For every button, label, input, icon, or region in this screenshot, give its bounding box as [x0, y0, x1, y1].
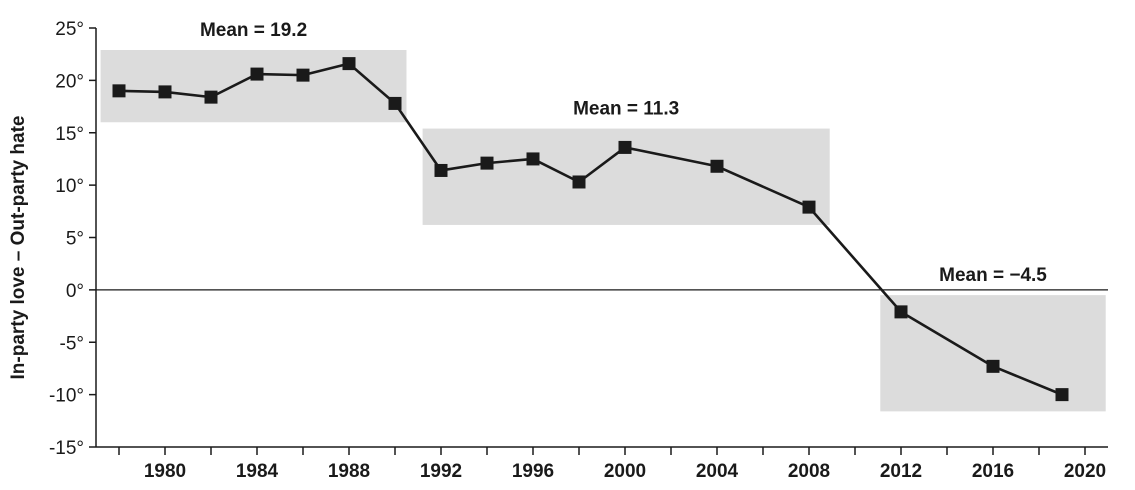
mean-box-1: [100, 49, 407, 123]
data-point: [894, 305, 908, 319]
data-point: [710, 159, 724, 173]
y-tick-label: -5°: [60, 333, 85, 354]
data-point: [250, 67, 264, 81]
y-axis-title: In-party love – Out-party hate: [8, 116, 29, 380]
data-point: [158, 85, 172, 99]
labels: Mean = 19.2 Mean = 11.3 Mean = −4.5 25° 20° 1…: [49, 19, 1106, 482]
data-point: [618, 140, 632, 154]
y-tick-label: 0°: [66, 281, 84, 302]
x-tick-label: 2020: [1064, 461, 1106, 482]
x-tick-label: 1980: [144, 461, 186, 482]
x-tick-label: 2008: [788, 461, 830, 482]
data-point: [204, 90, 218, 104]
y-tick-label: 5°: [66, 229, 84, 250]
data-point: [986, 359, 1000, 373]
mean-label-2: Mean = 11.3: [573, 99, 679, 120]
data-point: [296, 68, 310, 82]
y-tick-label: 25°: [55, 19, 84, 40]
x-tick-label: 1988: [328, 461, 370, 482]
x-tick-label: 1992: [420, 461, 462, 482]
data-point: [802, 200, 816, 214]
x-tick-label: 2012: [880, 461, 922, 482]
x-tick-label: 2016: [972, 461, 1014, 482]
data-point: [480, 156, 494, 170]
x-tick-label: 1984: [236, 461, 279, 482]
data-point: [572, 175, 586, 189]
y-tick-label: 10°: [55, 176, 84, 197]
y-tick-label: 20°: [55, 71, 84, 92]
y-tick-label: 15°: [55, 124, 84, 145]
axes: [89, 27, 1108, 455]
mean-box-3: [880, 295, 1106, 412]
y-tick-label: -10°: [49, 386, 84, 407]
data-point: [112, 84, 126, 98]
x-tick-label: 1996: [512, 461, 554, 482]
x-tick-label: 2000: [604, 461, 646, 482]
data-point: [1055, 388, 1069, 402]
mean-label-1: Mean = 19.2: [200, 20, 307, 41]
y-tick-label: -15°: [49, 438, 84, 459]
data-point: [526, 152, 540, 166]
series-layer: [112, 57, 1069, 402]
x-tick-label: 2004: [696, 461, 739, 482]
data-point: [388, 96, 402, 110]
data-point: [342, 57, 356, 71]
mean-label-3: Mean = −4.5: [939, 265, 1047, 286]
data-point: [434, 163, 448, 177]
